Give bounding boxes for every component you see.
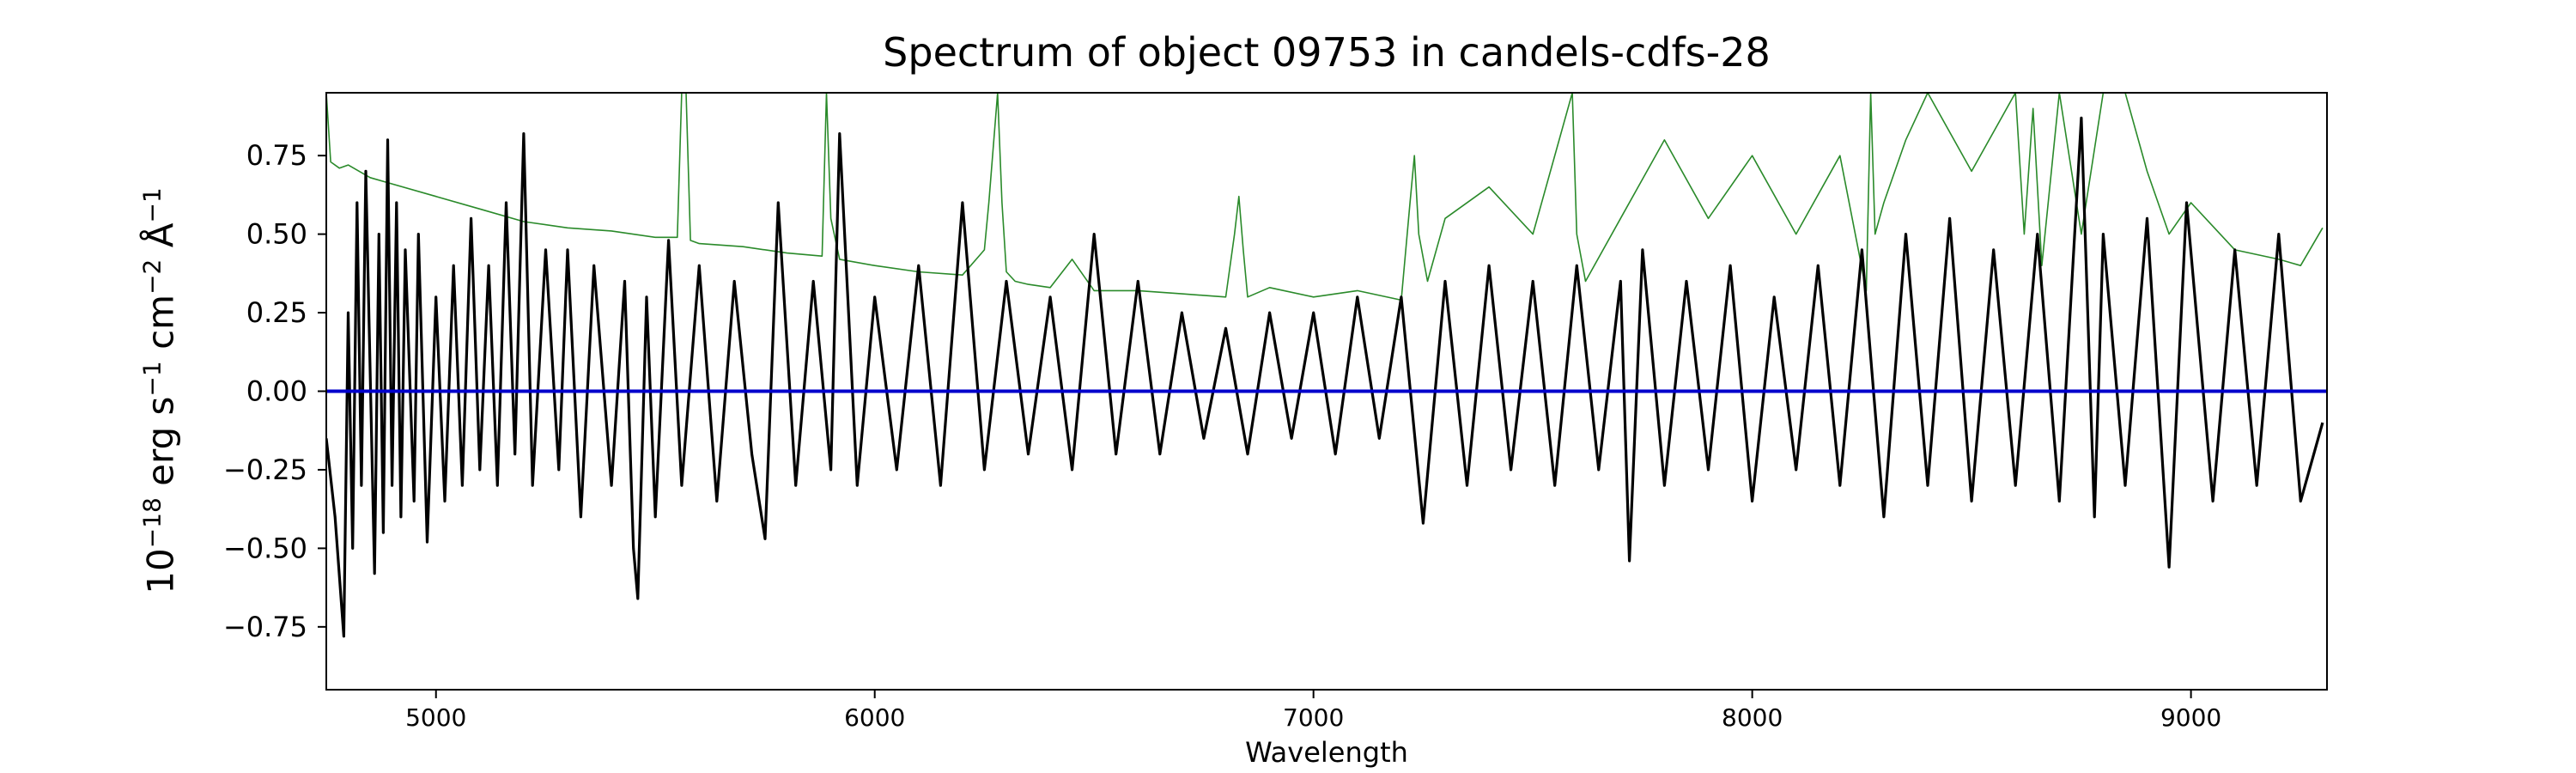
chart-title: Spectrum of object 09753 in candels-cdfs… [883,29,1771,76]
y-tick-label: 0.50 [246,218,307,251]
x-tick-label: 8000 [1722,703,1783,732]
y-tick-label: −0.75 [223,611,307,643]
series-line-1 [326,93,2324,301]
x-tick-label: 5000 [405,703,466,732]
x-tick-label: 7000 [1283,703,1344,732]
x-tick-label: 9000 [2160,703,2221,732]
axis-layer: 5000 6000 7000 8000 9000 −0.75 −0.50 −0.25 0.00 0… [223,92,2328,732]
x-tick-label: 6000 [844,703,905,732]
series-line-0 [326,116,2324,638]
x-axis-label: Wavelength [1245,736,1408,769]
y-tick-label: 0.75 [246,139,307,172]
y-tick-label: −0.50 [223,532,307,564]
series-layer [326,93,2327,638]
y-tick-label: 0.00 [246,375,307,408]
y-tick-label: −0.25 [223,453,307,486]
y-tick-label: 0.25 [246,296,307,329]
